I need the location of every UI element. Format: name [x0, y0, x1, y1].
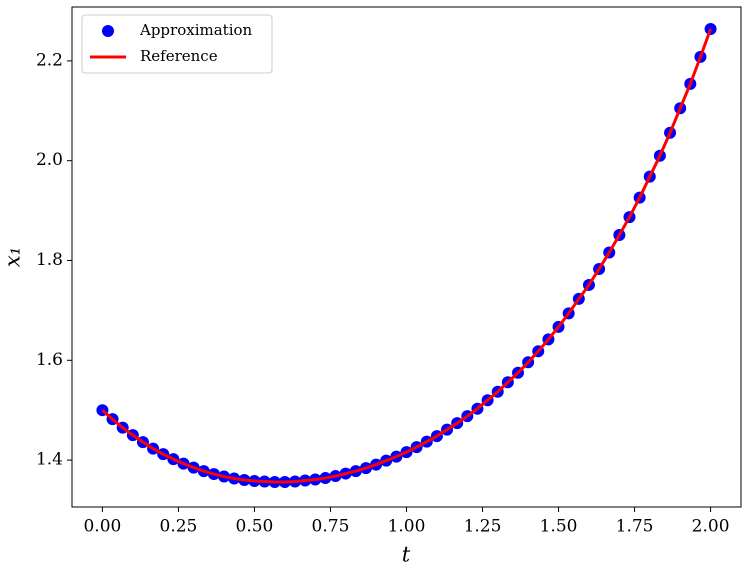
- y-tick-label: 1.4: [36, 450, 63, 470]
- x-tick-label: 0.50: [236, 517, 274, 537]
- legend-marker: [102, 25, 114, 37]
- x-tick-label: 2.00: [692, 517, 730, 537]
- y-tick-label: 1.6: [36, 350, 63, 370]
- x-tick-label: 0.25: [160, 517, 198, 537]
- x-tick-label: 1.50: [540, 517, 578, 537]
- y-tick-label: 2.0: [36, 150, 63, 170]
- data-line: [101, 28, 713, 484]
- legend-box: [81, 14, 273, 74]
- data-point: [704, 22, 717, 35]
- legend-label: Approximation: [139, 21, 253, 39]
- x-tick-label: 0.00: [83, 517, 121, 537]
- plot-frame: [71, 6, 742, 508]
- x-axis-label: t: [402, 543, 411, 567]
- y-tick-label: 2.2: [36, 50, 63, 70]
- legend-label: Reference: [140, 47, 218, 65]
- y-tick-label: 1.8: [36, 250, 63, 270]
- x-tick-label: 1.25: [464, 517, 502, 537]
- x-tick-label: 1.00: [388, 517, 426, 537]
- y-axis-label: x₁: [1, 247, 25, 267]
- x-tick-label: 0.75: [312, 517, 350, 537]
- x-tick-label: 1.75: [616, 517, 654, 537]
